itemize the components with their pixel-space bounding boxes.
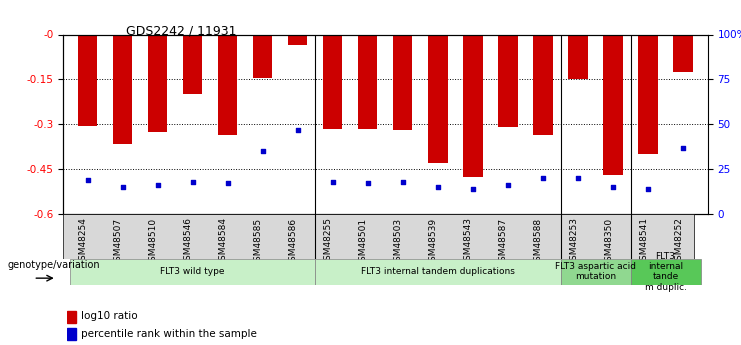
Text: FLT3
internal
tande
m duplic.: FLT3 internal tande m duplic. bbox=[645, 252, 687, 292]
Bar bbox=[148, 34, 167, 132]
Point bbox=[82, 177, 93, 183]
Bar bbox=[674, 34, 693, 72]
Point bbox=[642, 186, 654, 191]
Text: GSM48254: GSM48254 bbox=[79, 217, 87, 266]
Bar bbox=[183, 34, 202, 94]
Text: GDS2242 / 11931: GDS2242 / 11931 bbox=[126, 24, 236, 37]
Text: GSM48586: GSM48586 bbox=[289, 217, 298, 267]
Point bbox=[187, 179, 199, 184]
Point bbox=[362, 181, 373, 186]
Point bbox=[537, 175, 549, 181]
Text: GSM48252: GSM48252 bbox=[674, 217, 683, 266]
Text: log10 ratio: log10 ratio bbox=[81, 312, 138, 321]
Bar bbox=[393, 34, 413, 130]
Bar bbox=[218, 34, 237, 135]
Bar bbox=[315, 259, 560, 285]
Bar bbox=[113, 34, 132, 144]
Point bbox=[607, 184, 619, 190]
Text: GSM48510: GSM48510 bbox=[149, 217, 158, 267]
Bar bbox=[67, 310, 76, 323]
Point bbox=[677, 145, 689, 150]
Point bbox=[116, 184, 128, 190]
Text: FLT3 wild type: FLT3 wild type bbox=[160, 267, 225, 276]
Text: FLT3 internal tandem duplications: FLT3 internal tandem duplications bbox=[361, 267, 515, 276]
Text: GSM48350: GSM48350 bbox=[604, 217, 613, 267]
Bar bbox=[560, 259, 631, 285]
Point bbox=[397, 179, 409, 184]
Bar bbox=[358, 34, 377, 129]
Point bbox=[572, 175, 584, 181]
Bar bbox=[568, 34, 588, 79]
Text: GSM48588: GSM48588 bbox=[534, 217, 543, 267]
Bar bbox=[70, 259, 315, 285]
Bar bbox=[631, 259, 701, 285]
Text: GSM48539: GSM48539 bbox=[429, 217, 438, 267]
Text: genotype/variation: genotype/variation bbox=[7, 260, 100, 270]
Text: GSM48541: GSM48541 bbox=[639, 217, 648, 266]
Bar bbox=[67, 328, 76, 340]
Text: GSM48546: GSM48546 bbox=[184, 217, 193, 266]
Text: GSM48543: GSM48543 bbox=[464, 217, 473, 266]
Text: GSM48501: GSM48501 bbox=[359, 217, 368, 267]
Bar bbox=[78, 34, 97, 126]
Bar bbox=[639, 34, 658, 154]
Text: GSM48584: GSM48584 bbox=[219, 217, 227, 266]
Text: FLT3 aspartic acid
mutation: FLT3 aspartic acid mutation bbox=[555, 262, 636, 282]
Text: GSM48507: GSM48507 bbox=[113, 217, 122, 267]
Bar bbox=[288, 34, 308, 45]
Text: percentile rank within the sample: percentile rank within the sample bbox=[81, 329, 257, 338]
Bar bbox=[603, 34, 622, 175]
Bar bbox=[534, 34, 553, 135]
Point bbox=[432, 184, 444, 190]
Bar bbox=[498, 34, 517, 127]
Point bbox=[292, 127, 304, 132]
Text: GSM48587: GSM48587 bbox=[499, 217, 508, 267]
Text: GSM48253: GSM48253 bbox=[569, 217, 578, 266]
Bar bbox=[463, 34, 482, 177]
Text: GSM48585: GSM48585 bbox=[253, 217, 263, 267]
Point bbox=[257, 148, 269, 154]
Bar bbox=[428, 34, 448, 163]
Point bbox=[327, 179, 339, 184]
Point bbox=[222, 181, 233, 186]
Point bbox=[467, 186, 479, 191]
Text: GSM48503: GSM48503 bbox=[393, 217, 403, 267]
Point bbox=[502, 183, 514, 188]
Text: GSM48255: GSM48255 bbox=[324, 217, 333, 266]
Point bbox=[152, 183, 164, 188]
Bar bbox=[323, 34, 342, 129]
Bar bbox=[253, 34, 273, 78]
